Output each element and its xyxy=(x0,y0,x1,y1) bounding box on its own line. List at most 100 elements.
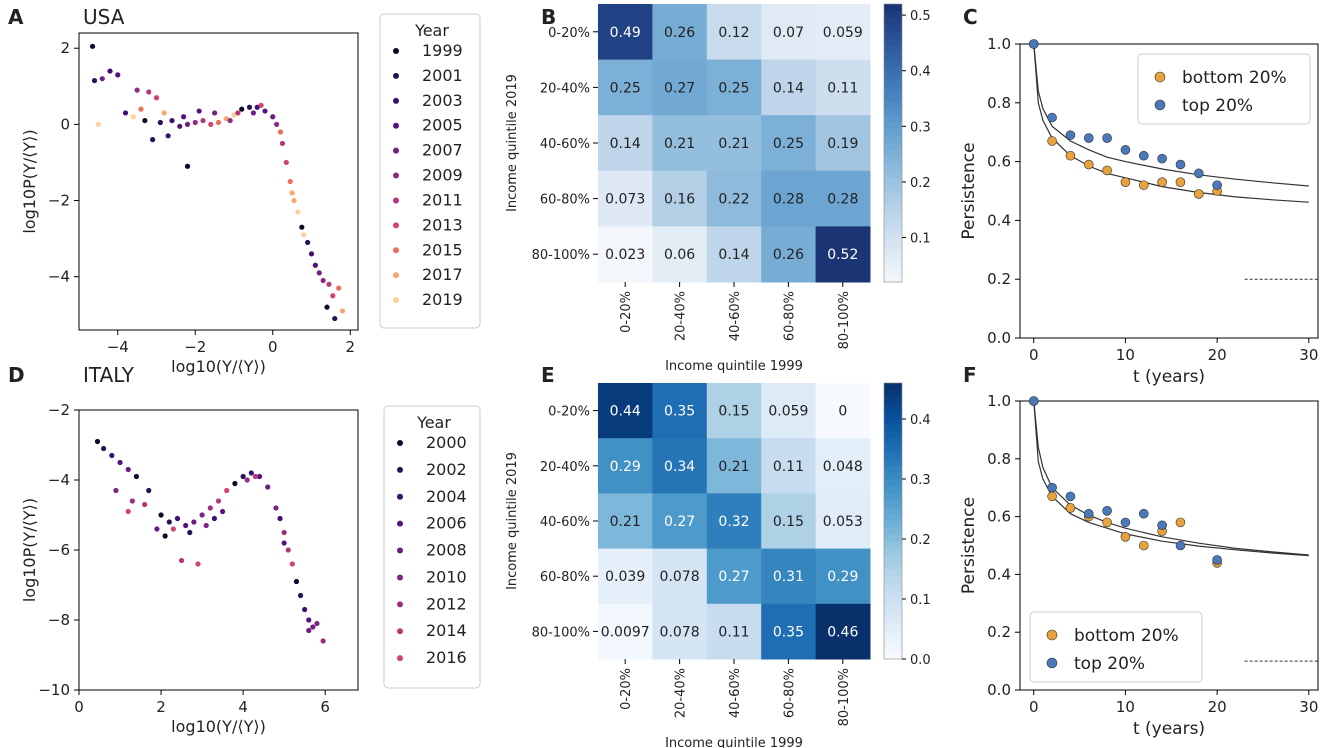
data-point xyxy=(1065,491,1076,502)
data-point xyxy=(281,529,287,536)
heatmap-cell xyxy=(598,170,653,227)
data-point xyxy=(138,106,144,112)
y-tick-label: 2 xyxy=(60,39,70,57)
cell-value: 0.22 xyxy=(718,192,749,208)
heatmap-cell xyxy=(761,603,817,660)
fit-curve xyxy=(1033,400,1309,557)
y-tick-label: 0.2 xyxy=(987,623,1011,641)
data-point xyxy=(1102,517,1112,528)
legend-marker xyxy=(397,520,403,527)
colorbar-segment xyxy=(884,4,902,12)
legend-marker xyxy=(393,122,399,129)
data-point xyxy=(320,638,326,644)
colorbar-tick-label: 0.2 xyxy=(910,533,931,548)
colorbar-tick-label: 0.3 xyxy=(910,120,931,135)
y-tick-label: 0.2 xyxy=(987,270,1011,288)
colorbar-segment xyxy=(884,603,902,612)
data-point xyxy=(1065,130,1076,140)
heatmap-cell xyxy=(761,493,817,550)
panel-letter: E xyxy=(541,363,555,387)
column-label: 0-20% xyxy=(619,668,634,710)
heatmap-cell xyxy=(598,59,653,116)
panel-e: E 0.44 0.35 0.15 0.059 0 0.29 0.34 0.21 0.11 0.048… xyxy=(505,363,931,748)
colorbar-segment xyxy=(884,645,902,653)
colorbar-segment xyxy=(884,163,902,172)
cell-value: 0.0097 xyxy=(601,624,650,640)
data-point xyxy=(297,592,304,599)
heatmap-cell xyxy=(815,383,871,439)
legend-marker xyxy=(393,97,399,104)
colorbar-segment xyxy=(884,479,902,488)
colorbar-segment xyxy=(884,212,902,221)
heatmap-cell xyxy=(815,4,871,61)
colorbar: 0.0 0.1 0.2 0.3 0.4 xyxy=(883,382,931,668)
data-point xyxy=(1047,112,1057,123)
data-point xyxy=(308,251,315,257)
colorbar-segment xyxy=(884,562,902,570)
data-point xyxy=(196,108,202,114)
cell-value: 0.14 xyxy=(610,136,641,152)
data-point xyxy=(231,112,237,118)
heatmap-cell xyxy=(706,383,762,439)
legend-label: 2006 xyxy=(426,514,467,533)
cell-value: 0.31 xyxy=(773,569,804,585)
heatmap-cell xyxy=(706,493,762,550)
colorbar-segment xyxy=(884,514,902,522)
x-tick-label: 0 xyxy=(74,698,84,716)
colorbar-segment xyxy=(884,500,902,508)
legend-marker xyxy=(393,197,399,204)
data-point xyxy=(250,110,256,116)
column-label: 40-60% xyxy=(728,291,743,341)
colorbar-segment xyxy=(884,240,902,248)
colorbar-segment xyxy=(884,507,902,515)
data-point xyxy=(1175,540,1186,551)
data-point xyxy=(232,480,238,487)
x-tick-label: 2 xyxy=(345,338,355,356)
colorbar-segment xyxy=(884,417,902,425)
heatmap-cell xyxy=(706,226,762,283)
x-tick-label: −4 xyxy=(107,338,129,356)
data-point xyxy=(146,89,152,95)
data-point xyxy=(254,104,260,110)
legend-label: 2007 xyxy=(422,141,463,160)
colorbar-segment xyxy=(884,424,902,432)
legend-marker xyxy=(397,440,403,446)
y-tick-label: 0.4 xyxy=(987,565,1011,583)
legend-label: 2002 xyxy=(426,460,467,479)
cell-value: 0.11 xyxy=(827,80,858,96)
heatmap-cell xyxy=(598,603,653,660)
cell-value: 0.11 xyxy=(773,459,804,475)
x-tick-label: 10 xyxy=(1116,698,1135,716)
heatmap-cell xyxy=(706,170,762,227)
cell-value: 0.25 xyxy=(718,80,749,96)
legend-marker xyxy=(393,297,399,304)
heatmap-cell xyxy=(652,115,708,172)
data-point xyxy=(162,533,168,539)
data-point xyxy=(332,315,338,322)
colorbar-segment xyxy=(884,521,902,529)
row-label: 60-80% xyxy=(540,570,590,585)
legend-marker xyxy=(393,72,399,79)
colorbar-segment xyxy=(884,205,902,214)
data-point xyxy=(1102,165,1112,176)
y-axis-label: Income quintile 2019 xyxy=(505,452,520,590)
colorbar-segment xyxy=(884,438,902,446)
legend-marker xyxy=(393,272,399,279)
y-tick-label: 1.0 xyxy=(987,35,1011,53)
legend-frame xyxy=(379,13,481,329)
data-point xyxy=(320,277,326,284)
data-point xyxy=(1120,177,1131,187)
cell-value: 0.29 xyxy=(610,459,641,475)
row-label: 20-40% xyxy=(540,460,590,475)
country-title: USA xyxy=(83,5,125,29)
data-point xyxy=(1157,177,1167,187)
colorbar-segment xyxy=(884,101,902,109)
x-tick-label: 0 xyxy=(1029,698,1039,716)
colorbar-tick-label: 0.4 xyxy=(910,413,931,428)
y-tick-label: 0.0 xyxy=(987,329,1011,347)
legend-title: Year xyxy=(414,21,449,40)
y-tick-label: 0.8 xyxy=(987,450,1011,468)
x-tick-label: 30 xyxy=(1299,698,1318,716)
colorbar-tick-label: 0.1 xyxy=(910,593,931,608)
